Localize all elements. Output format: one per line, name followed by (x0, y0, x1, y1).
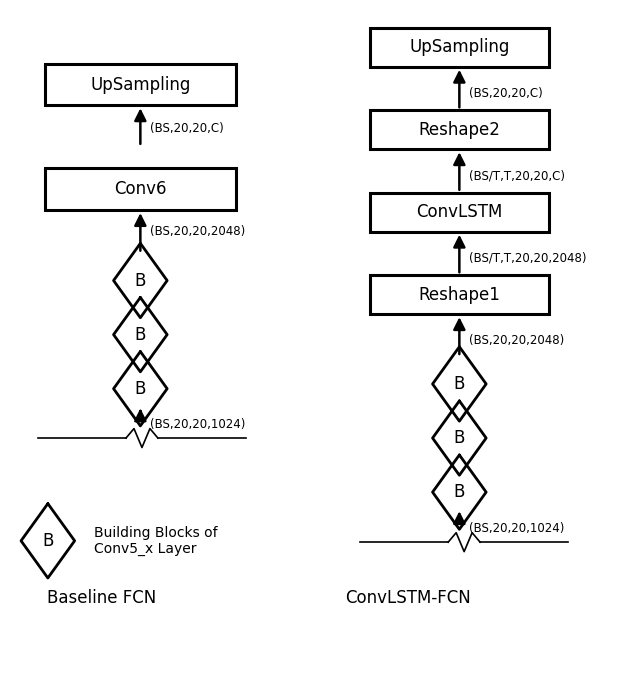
Text: B: B (454, 375, 465, 393)
Text: (BS,20,20,2048): (BS,20,20,2048) (469, 334, 564, 347)
Text: Conv6: Conv6 (114, 180, 167, 198)
Text: ConvLSTM: ConvLSTM (416, 203, 503, 221)
Polygon shape (114, 297, 167, 372)
Text: (BS,20,20,2048): (BS,20,20,2048) (150, 224, 245, 238)
Text: Baseline FCN: Baseline FCN (47, 589, 157, 607)
Text: B: B (135, 326, 146, 343)
Text: (BS,20,20,C): (BS,20,20,C) (150, 122, 224, 135)
Text: B: B (454, 483, 465, 501)
FancyBboxPatch shape (370, 110, 549, 149)
Text: Building Blocks of
Conv5_x Layer: Building Blocks of Conv5_x Layer (94, 526, 218, 556)
Polygon shape (114, 243, 167, 318)
Text: Reshape1: Reshape1 (419, 286, 500, 304)
FancyBboxPatch shape (45, 168, 236, 210)
Text: (BS,20,20,C): (BS,20,20,C) (469, 87, 543, 100)
Text: Reshape2: Reshape2 (419, 121, 500, 139)
Polygon shape (21, 504, 75, 578)
Text: (BS/T,T,20,20,2048): (BS/T,T,20,20,2048) (469, 251, 586, 265)
FancyBboxPatch shape (370, 193, 549, 232)
Polygon shape (433, 401, 486, 475)
Text: B: B (135, 272, 146, 289)
Polygon shape (433, 347, 486, 421)
Polygon shape (114, 352, 167, 426)
Text: B: B (42, 532, 54, 550)
Text: UpSampling: UpSampling (90, 76, 191, 93)
Text: (BS/T,T,20,20,C): (BS/T,T,20,20,C) (469, 169, 565, 183)
FancyBboxPatch shape (370, 28, 549, 67)
FancyBboxPatch shape (370, 275, 549, 314)
Text: (BS,20,20,1024): (BS,20,20,1024) (469, 522, 564, 535)
Text: B: B (454, 429, 465, 447)
Polygon shape (433, 455, 486, 529)
Text: B: B (135, 380, 146, 397)
Text: (BS,20,20,1024): (BS,20,20,1024) (150, 418, 245, 431)
Text: UpSampling: UpSampling (409, 39, 510, 56)
FancyBboxPatch shape (45, 64, 236, 105)
Text: ConvLSTM-FCN: ConvLSTM-FCN (345, 589, 471, 607)
